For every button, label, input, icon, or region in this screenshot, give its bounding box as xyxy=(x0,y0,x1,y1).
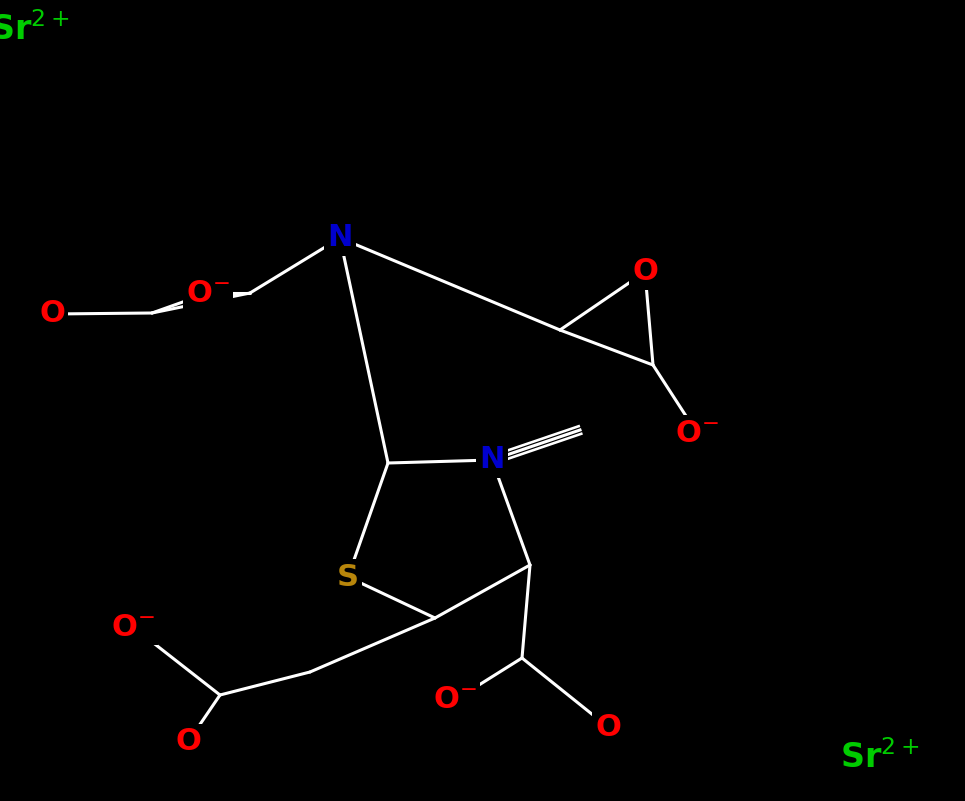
Text: Sr$^{2+}$: Sr$^{2+}$ xyxy=(0,13,69,47)
Text: N: N xyxy=(327,223,352,252)
Text: O$^{-}$: O$^{-}$ xyxy=(433,686,477,714)
Text: O$^{-}$: O$^{-}$ xyxy=(186,279,230,308)
Text: N: N xyxy=(480,445,505,474)
Text: O: O xyxy=(595,713,620,742)
Text: Sr$^{2+}$: Sr$^{2+}$ xyxy=(841,741,920,775)
Text: O: O xyxy=(175,727,201,756)
Text: O: O xyxy=(632,257,658,287)
Text: O$^{-}$: O$^{-}$ xyxy=(676,418,719,448)
Text: O: O xyxy=(39,300,65,328)
Text: S: S xyxy=(337,562,359,591)
Text: O$^{-}$: O$^{-}$ xyxy=(111,613,155,642)
